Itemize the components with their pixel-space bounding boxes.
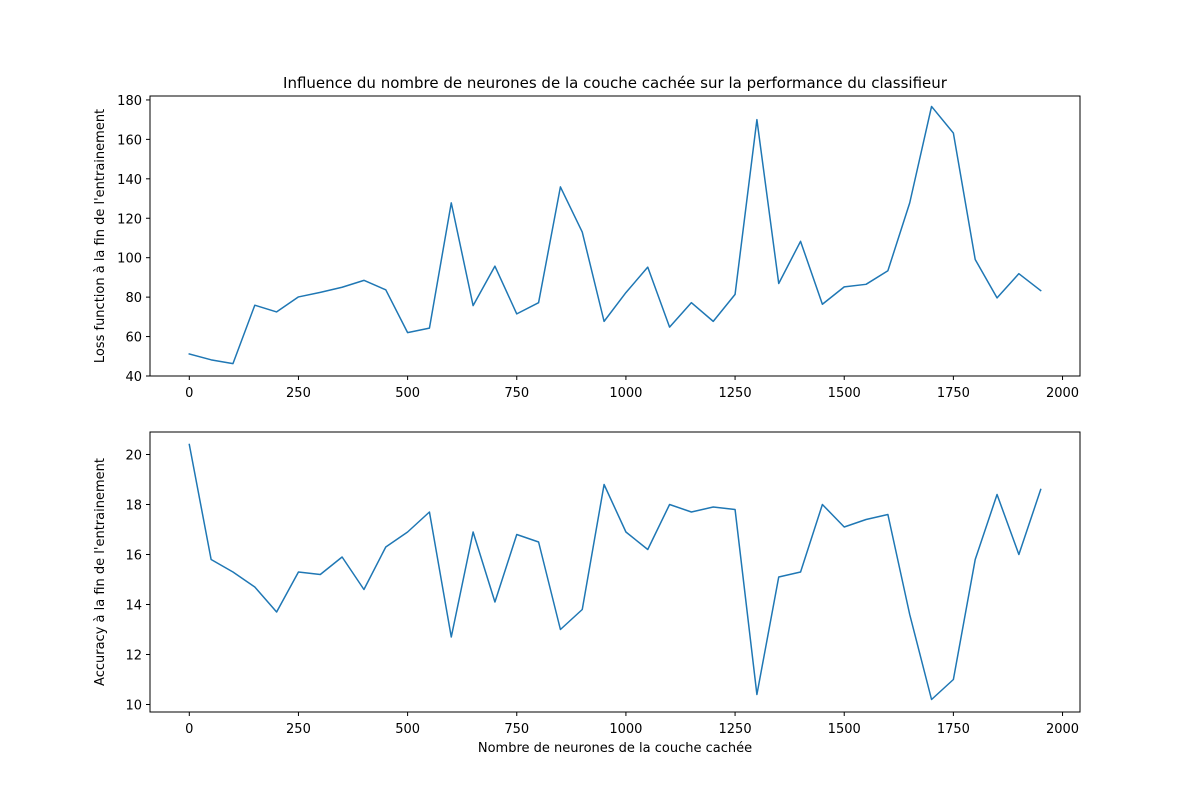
loss-y-tick-label: 60 [125, 331, 142, 346]
accuracy-x-tick-label: 2000 [1046, 722, 1079, 737]
accuracy-x-tick-label: 1000 [609, 722, 642, 737]
loss-y-tick-label: 120 [117, 212, 142, 227]
loss-x-tick-label: 250 [286, 386, 311, 401]
accuracy-y-tick-label: 14 [125, 599, 142, 614]
accuracy-x-axis-label: Nombre de neurones de la couche cachée [478, 741, 752, 756]
loss-x-tick-label: 1000 [609, 386, 642, 401]
loss-x-tick-label: 750 [504, 386, 529, 401]
accuracy-y-tick-label: 20 [125, 449, 142, 464]
figure-title: Influence du nombre de neurones de la co… [283, 74, 948, 92]
loss-y-tick-label: 140 [117, 173, 142, 188]
loss-x-tick-label: 1500 [828, 386, 861, 401]
accuracy-axes-frame [149, 431, 1081, 713]
accuracy-x-tick-label: 250 [286, 722, 311, 737]
loss-y-tick-label: 100 [117, 252, 142, 267]
loss-x-tick-label: 0 [185, 386, 193, 401]
loss-subplot: 0 250 500 750 1000 1250 1500 1750 2000 40 60 80 100 1… [93, 94, 1081, 401]
loss-y-tick-label: 80 [125, 291, 142, 306]
loss-y-tick-label: 40 [125, 370, 142, 385]
accuracy-subplot: 0 250 500 750 1000 1250 1500 1750 2000 10 12 14 16 18… [93, 431, 1081, 756]
accuracy-y-tick-label: 10 [125, 699, 142, 714]
loss-axes-frame [149, 95, 1081, 377]
loss-series-line [188, 105, 1042, 365]
accuracy-x-tick-label: 500 [395, 722, 420, 737]
loss-y-tick-label: 160 [117, 133, 142, 148]
accuracy-x-tick-label: 1750 [937, 722, 970, 737]
loss-x-tick-label: 2000 [1046, 386, 1079, 401]
accuracy-x-tick-label: 1250 [719, 722, 752, 737]
loss-x-tick-label: 1250 [719, 386, 752, 401]
accuracy-y-tick-label: 18 [125, 499, 142, 514]
accuracy-y-tick-label: 12 [125, 649, 142, 664]
plots-container: 0 250 500 750 1000 1250 1500 1750 20004060801001… [93, 94, 1081, 756]
accuracy-x-tick-label: 0 [185, 722, 193, 737]
accuracy-y-axis-label: Accuracy à la fin de l'entrainement [93, 458, 108, 686]
loss-x-tick-label: 1750 [937, 386, 970, 401]
loss-y-tick-label: 180 [117, 94, 142, 109]
accuracy-series-line [188, 443, 1042, 701]
loss-x-tick-label: 500 [395, 386, 420, 401]
loss-y-axis-label: Loss function à la fin de l'entrainement [93, 109, 108, 363]
accuracy-y-tick-label: 16 [125, 549, 142, 564]
accuracy-x-tick-label: 1500 [828, 722, 861, 737]
accuracy-x-tick-label: 750 [504, 722, 529, 737]
